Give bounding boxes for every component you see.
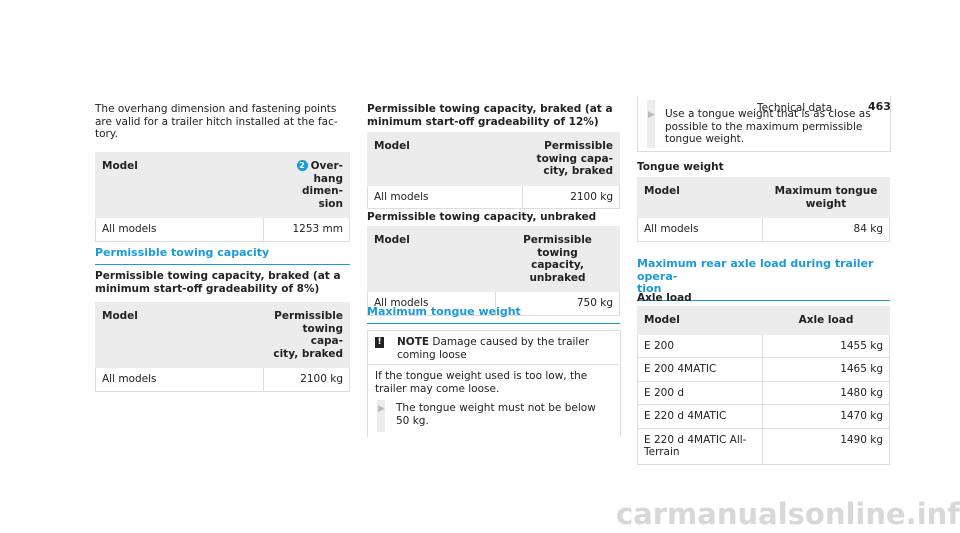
header-text: Axle load xyxy=(798,314,854,326)
cell: All models xyxy=(95,367,264,392)
heading: Maximum tongue weight xyxy=(367,305,620,324)
header-cell: Model xyxy=(637,306,763,335)
note-box xyxy=(637,96,891,152)
step: Use a tongue weight that is as close as … xyxy=(665,108,871,145)
cell: 1253 mm xyxy=(263,217,350,242)
row: All models 1253 mm xyxy=(95,217,350,242)
cell: All models xyxy=(367,184,523,209)
note-header xyxy=(367,330,619,365)
row: E 200 d 1480 kg xyxy=(637,380,890,405)
row: E 220 d 4MATIC 1470 kg xyxy=(637,404,890,429)
watermark: carmanualsonline.info xyxy=(616,497,960,531)
table: Model Permissible towing capacity, unbrak… xyxy=(367,226,620,316)
bullet: ▶ xyxy=(378,404,385,414)
header-text: Permissible towing capa- city, braked xyxy=(273,310,343,360)
header-text: Model xyxy=(374,140,410,152)
subheading: Axle load xyxy=(637,292,692,304)
cell: 1465 kg xyxy=(762,357,890,382)
header-cell: Permissible towing capa- city, braked xyxy=(522,132,620,186)
cell: 84 kg xyxy=(762,217,890,242)
badge: 2 xyxy=(296,160,308,171)
bullet: ▶ xyxy=(648,110,655,120)
cell: E 200 4MATIC xyxy=(637,357,763,382)
header-text: Permissible towing capa- city, braked xyxy=(536,140,613,177)
header-row: Model Permissible towing capa- city, brak… xyxy=(95,302,350,368)
header-cell: Permissible towing capa- city, braked xyxy=(263,302,350,368)
page-number: 463 xyxy=(868,100,891,113)
header-cell: Permissible towing capacity, unbraked xyxy=(495,226,620,292)
header-row: Model 2 Over- hang dimen- sion xyxy=(95,152,350,218)
header-cell: Model xyxy=(95,152,264,218)
header-cell: Model xyxy=(367,132,523,186)
cell: E 200 d xyxy=(637,380,763,405)
header-text: Model xyxy=(644,314,680,326)
heading: Maximum rear axle load during trailer op… xyxy=(637,257,890,301)
header-row: Model Permissible towing capacity, unbrak… xyxy=(367,226,620,292)
header-text: Maximum tongue weight xyxy=(774,185,878,210)
note-body: If the tongue weight used is too low, th… xyxy=(375,370,588,395)
header-row: Model Maximum tongue weight xyxy=(637,177,890,218)
subheading: Permissible towing capacity, braked (at … xyxy=(367,103,613,128)
subheading: Permissible towing capacity, braked (at … xyxy=(95,270,341,295)
header-text: Model xyxy=(644,185,680,197)
header-text: Model xyxy=(102,160,138,172)
note-text: NOTE Damage caused by the trailer coming… xyxy=(397,336,617,361)
row: E 200 1455 kg xyxy=(637,333,890,358)
cell: E 220 d 4MATIC xyxy=(637,404,763,429)
cell: 750 kg xyxy=(495,291,620,316)
subheading: Tongue weight xyxy=(637,161,724,173)
header-text: Model xyxy=(374,234,410,246)
header-cell: Model xyxy=(367,226,496,292)
note-label: NOTE xyxy=(397,336,430,348)
note-box xyxy=(367,330,621,437)
cell: E 220 d 4MATIC All- Terrain xyxy=(637,427,763,465)
cell: 1470 kg xyxy=(762,404,890,429)
header-text: Permissible towing capacity, unbraked xyxy=(523,234,592,284)
header-row: Model Axle load xyxy=(637,306,890,335)
row: E 200 4MATIC 1465 kg xyxy=(637,357,890,382)
row: All models 2100 kg xyxy=(367,184,620,209)
header-cell: 2 Over- hang dimen- sion xyxy=(263,152,350,218)
step-bar xyxy=(647,100,655,148)
cell: All models xyxy=(95,217,264,242)
table: Model Maximum tongue weight All models 84 k… xyxy=(637,177,890,242)
header-row: Model Permissible towing capa- city, brak… xyxy=(367,132,620,186)
step: The tongue weight must not be below 50 k… xyxy=(396,402,596,427)
header-cell: Maximum tongue weight xyxy=(762,177,890,218)
table: Model Permissible towing capa- city, brak… xyxy=(95,302,350,392)
cell: All models xyxy=(367,291,496,316)
heading: Permissible towing capacity xyxy=(95,246,350,265)
cell: 1490 kg xyxy=(762,427,890,465)
header-cell: Model xyxy=(95,302,264,368)
row: All models 84 kg xyxy=(637,217,890,242)
header-cell: Axle load xyxy=(762,306,890,335)
table: Model 2 Over- hang dimen- sion All models 12… xyxy=(95,152,350,242)
row: E 220 d 4MATIC All- Terrain 1490 kg xyxy=(637,427,890,465)
row: All models 750 kg xyxy=(367,291,620,316)
intro: The overhang dimension and fastening poi… xyxy=(95,103,338,140)
header-text: Model xyxy=(102,310,138,322)
header-text: Over- hang dimen- sion xyxy=(301,160,343,210)
header-cell: Model xyxy=(637,177,763,218)
cell: 2100 kg xyxy=(522,184,620,209)
subheading: Permissible towing capacity, unbraked xyxy=(367,211,597,223)
section-name: Technical data xyxy=(757,102,833,114)
cell: 1480 kg xyxy=(762,380,890,405)
row: All models 2100 kg xyxy=(95,367,350,392)
note-title: Damage caused by the trailer coming loos… xyxy=(397,336,590,361)
table: Model Permissible towing capa- city, brak… xyxy=(367,132,620,209)
cell: All models xyxy=(637,217,763,242)
step-bar xyxy=(377,400,385,432)
cell: 1455 kg xyxy=(762,333,890,358)
cell: 2100 kg xyxy=(263,367,350,392)
warning-icon: ! xyxy=(375,337,384,348)
table: Model Axle load E 200 1455 kg E 200 4MATIC 14… xyxy=(637,306,890,465)
cell: E 200 xyxy=(637,333,763,358)
